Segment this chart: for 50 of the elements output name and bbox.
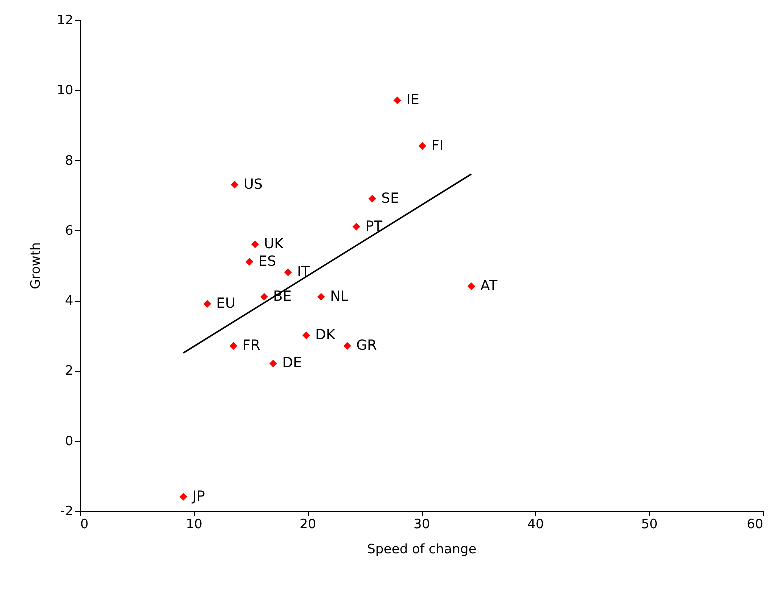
point [302, 332, 310, 340]
x-tick-label: 20 [300, 518, 316, 532]
y-tick-label: 8 [65, 154, 74, 169]
annotation: IT [297, 264, 310, 281]
annotation: FI [432, 138, 444, 154]
point [368, 194, 376, 203]
annotation: DE [282, 356, 302, 372]
y-tick-label: 10 [56, 84, 74, 99]
point [394, 96, 402, 105]
y-tick-label: 12 [56, 14, 74, 28]
point [284, 268, 292, 276]
annotation: UK [264, 236, 285, 252]
annotation: PT [366, 218, 384, 235]
y-tick-label: 6 [65, 224, 74, 239]
point [270, 360, 278, 368]
point [180, 493, 188, 501]
point [352, 223, 360, 231]
annotation: ES [258, 254, 276, 270]
y-tick-label: -2 [60, 504, 74, 520]
annotation: AT [480, 278, 498, 295]
point [230, 180, 239, 189]
point [246, 258, 254, 266]
annotation: DK [316, 328, 336, 344]
annotation: NL [330, 289, 349, 306]
x-tick-label: 0 [80, 518, 89, 532]
point [230, 342, 238, 350]
x-tick-label: 40 [528, 518, 544, 532]
point [251, 240, 260, 248]
x-axis-title: Speed of change [367, 542, 477, 558]
annotation: EU [216, 296, 236, 312]
annotation: IE [406, 92, 420, 109]
annotation: JP [192, 488, 206, 505]
y-tick-label: 4 [65, 294, 74, 310]
y-tick-label: 2 [65, 364, 74, 380]
point [418, 142, 427, 150]
x-tick-label: 10 [186, 518, 203, 532]
annotation: US [244, 176, 264, 193]
point [204, 300, 212, 308]
x-tick-label: 50 [641, 518, 658, 532]
point [317, 293, 326, 301]
y-axis-title: Growth [28, 242, 44, 290]
annotation: FR [242, 338, 261, 354]
point [344, 342, 352, 350]
annotation: GR [356, 338, 378, 354]
point [468, 282, 476, 290]
annotation: SE [382, 190, 400, 207]
point [260, 293, 268, 301]
x-tick-label: 30 [414, 518, 430, 532]
y-tick-label: 0 [65, 434, 74, 450]
x-tick-label: 60 [746, 518, 764, 532]
